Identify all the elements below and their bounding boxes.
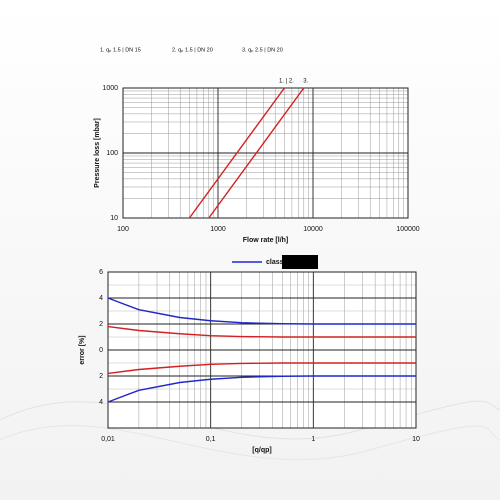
y-tick-label: 2 bbox=[99, 321, 103, 328]
x-tick-label: 1 bbox=[311, 436, 315, 443]
plot-frame bbox=[122, 87, 409, 219]
line-label: 3. bbox=[303, 79, 308, 85]
series-line bbox=[188, 87, 285, 219]
redacted-label bbox=[282, 255, 318, 269]
y-axis-label: Pressure loss [mbar] bbox=[94, 118, 101, 188]
note: 3. qₚ 2.5 | DN 20 bbox=[242, 47, 283, 53]
y-tick-label: 0 bbox=[99, 347, 103, 354]
series-line bbox=[208, 87, 305, 219]
x-axis-label: [q/qp] bbox=[252, 447, 271, 454]
line-label: 1. | 2. bbox=[279, 79, 294, 85]
x-tick-label: 100 bbox=[117, 226, 129, 233]
y-axis-label: error [%] bbox=[79, 335, 86, 364]
y-tick-label: 4 bbox=[99, 295, 103, 302]
series-line bbox=[107, 375, 416, 403]
x-tick-label: 0,01 bbox=[101, 436, 115, 443]
legend-label: class 2 bbox=[266, 259, 289, 266]
x-axis-label: Flow rate [l/h] bbox=[243, 237, 289, 244]
series-line bbox=[107, 297, 416, 325]
x-tick-label: 10 bbox=[412, 436, 420, 443]
y-tick-label: 2 bbox=[99, 373, 103, 380]
x-tick-label: 0,1 bbox=[206, 436, 216, 443]
x-tick-label: 1000 bbox=[210, 226, 226, 233]
series-line bbox=[107, 325, 416, 338]
decor-wave bbox=[0, 400, 500, 440]
y-tick-label: 10 bbox=[110, 215, 118, 222]
y-tick-label: 6 bbox=[99, 269, 103, 276]
y-tick-label: 1000 bbox=[102, 85, 118, 92]
series-line bbox=[107, 362, 416, 375]
x-tick-label: 10000 bbox=[303, 226, 323, 233]
y-tick-label: 100 bbox=[106, 150, 118, 157]
note: 2. qₚ 1.5 | DN 20 bbox=[172, 47, 213, 53]
x-tick-label: 100000 bbox=[396, 226, 419, 233]
y-tick-label: 4 bbox=[99, 399, 103, 406]
decor-wave bbox=[0, 425, 500, 461]
note: 1. qₚ 1.5 | DN 15 bbox=[100, 47, 141, 53]
plot-frame bbox=[107, 271, 417, 429]
